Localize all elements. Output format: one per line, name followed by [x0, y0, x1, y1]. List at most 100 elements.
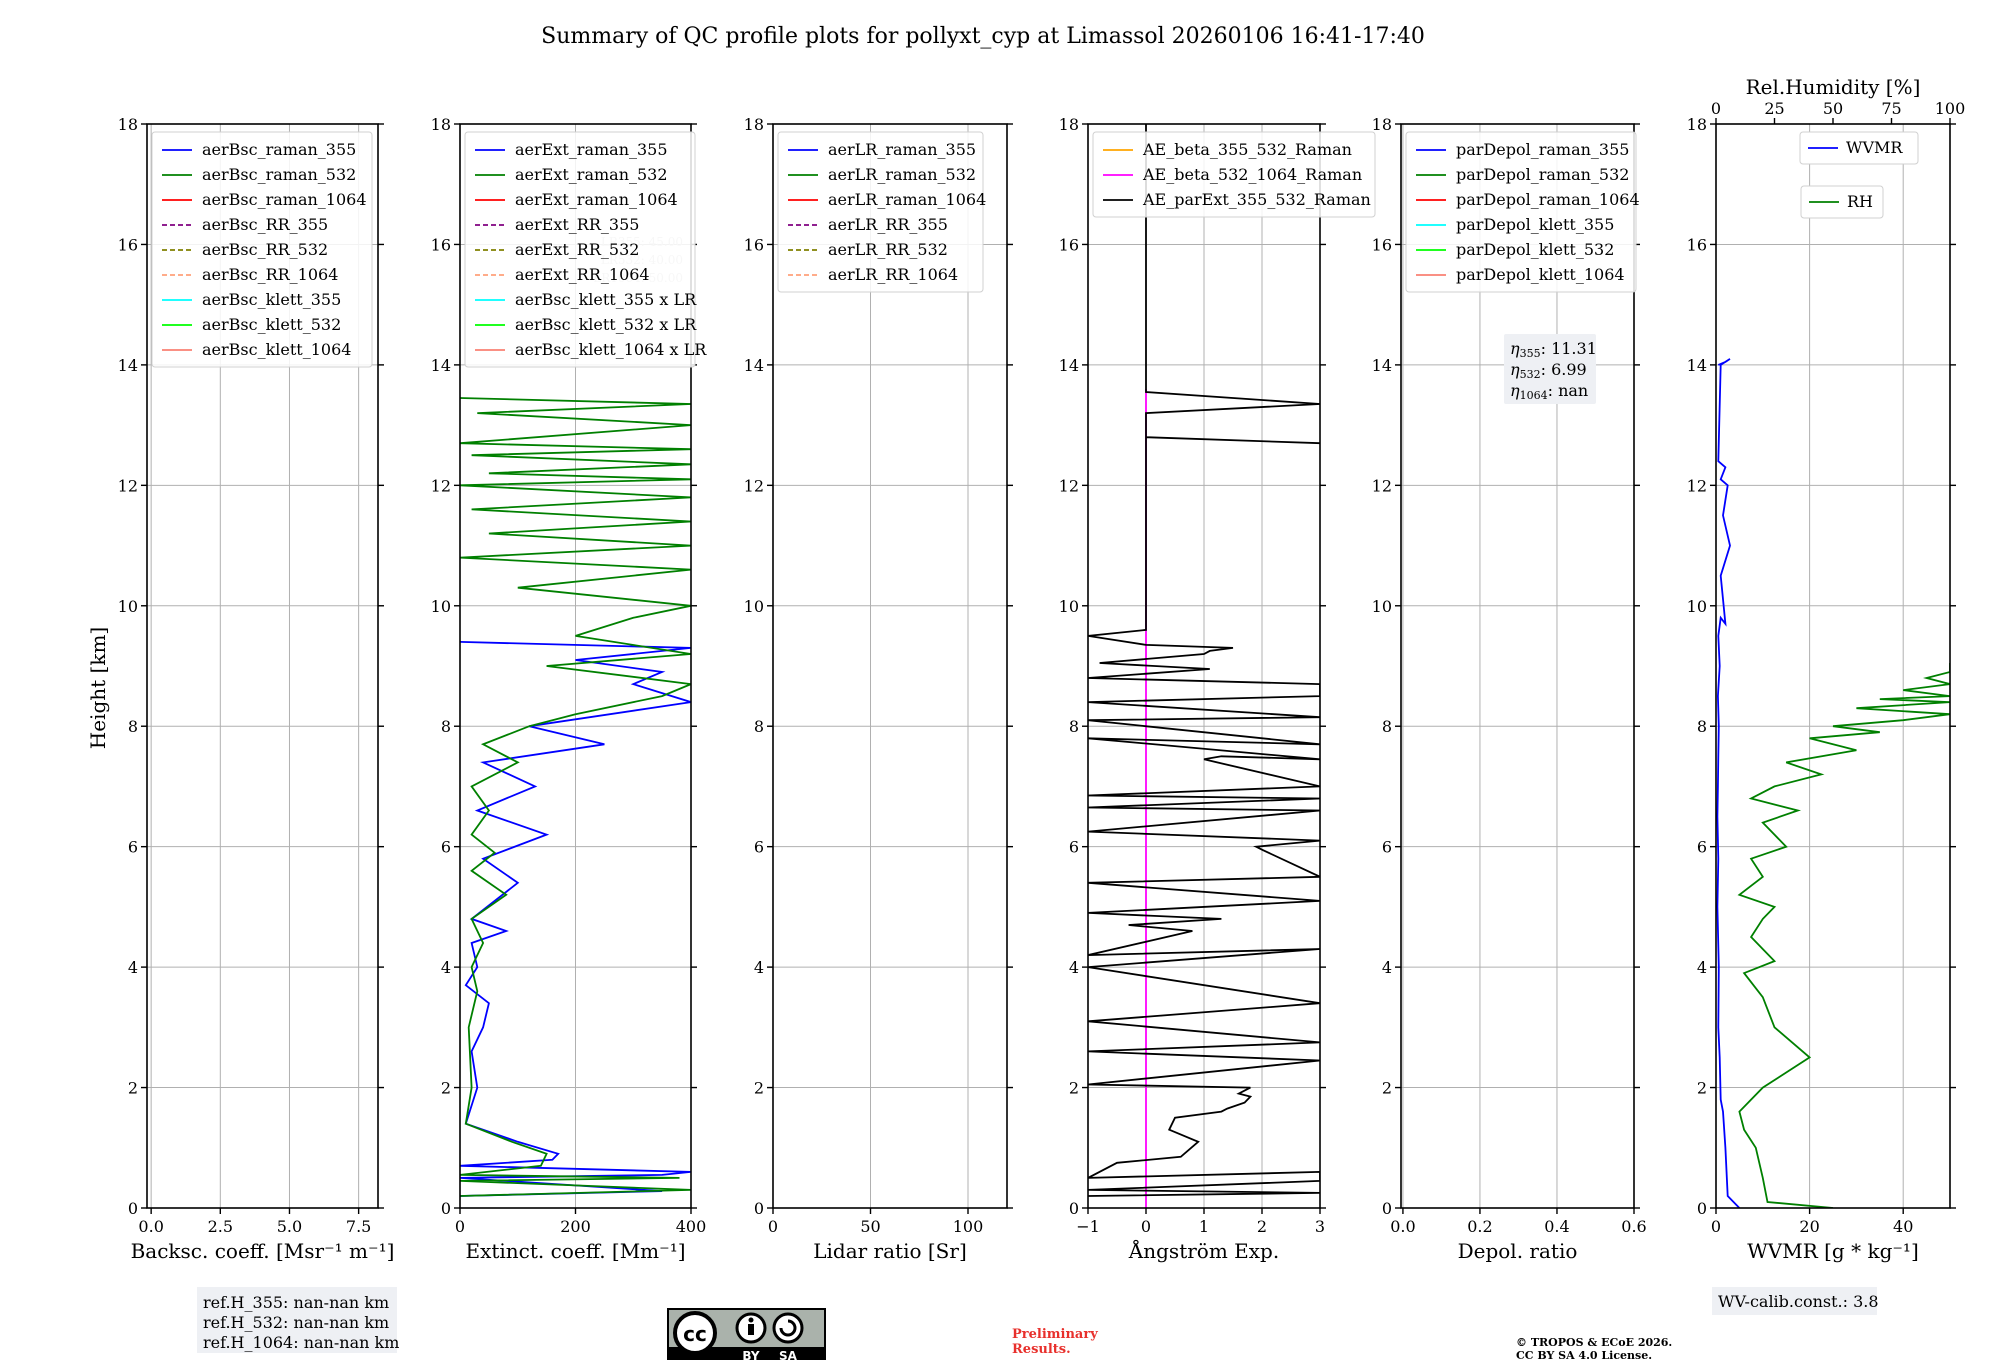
- legend-label: parDepol_raman_1064: [1456, 190, 1640, 209]
- x-tick-label: 0.2: [1467, 1217, 1492, 1236]
- top-x-axis-label: Rel.Humidity [%]: [1746, 75, 1921, 99]
- y-tick-label: 4: [441, 958, 451, 977]
- y-tick-label: 16: [431, 235, 451, 254]
- axes-frame: [146, 123, 379, 1209]
- top-x-tick-label: 0: [1711, 99, 1721, 118]
- y-tick-label: 14: [1372, 356, 1392, 375]
- legend-label: aerExt_raman_1064: [515, 190, 678, 209]
- y-tick-label: 12: [118, 476, 138, 495]
- y-tick-label: 0: [1069, 1199, 1079, 1218]
- y-tick-label: 0: [441, 1199, 451, 1218]
- x-tick-label: 50: [860, 1217, 880, 1236]
- x-tick-label: 0: [1711, 1217, 1721, 1236]
- series-RH: [1737, 663, 1950, 1208]
- cc-icon: [673, 1311, 717, 1355]
- y-tick-label: 12: [431, 476, 451, 495]
- legend-label: WVMR: [1846, 138, 1903, 157]
- y-tick-label: 4: [1382, 958, 1392, 977]
- legend-label: aerExt_RR_532: [515, 240, 639, 259]
- x-tick-label: 1: [1199, 1217, 1209, 1236]
- cc-by-sa-badge: cc BY SA: [667, 1308, 826, 1360]
- y-axis-label: Height [km]: [86, 627, 110, 749]
- ref-height-355: ref.H_355: nan-nan km: [203, 1293, 389, 1312]
- y-tick-label: 14: [744, 356, 764, 375]
- legend-label: aerExt_RR_1064: [515, 265, 650, 284]
- y-tick-label: 10: [1687, 597, 1707, 616]
- legend-label: aerBsc_RR_532: [202, 240, 328, 259]
- legend-label: RH: [1847, 192, 1873, 211]
- y-tick-label: 8: [1382, 717, 1392, 736]
- panel-backscatter: 0.0 2.5 5.0 7.5 0 2 4 6 8 10 12 14 16 18 Backsc. coeff…: [118, 115, 395, 1263]
- y-tick-label: 10: [118, 597, 138, 616]
- x-tick-label: 7.5: [346, 1217, 371, 1236]
- y-tick-label: 6: [1069, 838, 1079, 857]
- legend-label: AE_parExt_355_532_Raman: [1142, 190, 1371, 209]
- reference-height-box: ref.H_355: nan-nan km ref.H_532: nan-nan…: [197, 1287, 399, 1353]
- legend-label: aerBsc_klett_355 x LR: [515, 290, 697, 309]
- legend-label: parDepol_klett_355: [1456, 215, 1614, 234]
- attribution-icon-head: [748, 1317, 754, 1323]
- y-tick-label: 18: [118, 115, 138, 134]
- x-tick-label: 0: [455, 1217, 465, 1236]
- x-tick-label: 40: [1893, 1217, 1913, 1236]
- x-tick-label: 2: [1257, 1217, 1267, 1236]
- wv-calibration-constant: WV-calib.const.: 3.8: [1718, 1292, 1879, 1311]
- legend-label: aerBsc_raman_532: [202, 165, 356, 184]
- x-tick-label: 20: [1799, 1217, 1819, 1236]
- x-axis-label: Ångström Exp.: [1128, 1238, 1279, 1263]
- panel-extinction: 0 200 400 0 2 4 6 8 10 12 14 16 18 Extinct. coeff. [M…: [431, 115, 708, 1263]
- x-tick-label: 0: [1141, 1217, 1151, 1236]
- y-tick-label: 14: [1687, 356, 1707, 375]
- top-x-tick-label: 50: [1823, 99, 1843, 118]
- y-tick-label: 10: [431, 597, 451, 616]
- copyright-line-1: © TROPOS & ECoE 2026.: [1516, 1336, 1672, 1349]
- x-axis-label: Depol. ratio: [1458, 1239, 1578, 1263]
- y-tick-label: 10: [1059, 597, 1079, 616]
- legend-label: aerLR_RR_355: [828, 215, 948, 234]
- y-tick-label: 0: [1697, 1199, 1707, 1218]
- by-label: BY: [742, 1349, 759, 1360]
- legend-label: aerLR_raman_532: [828, 165, 976, 184]
- series-aerExt_raman_355: [460, 641, 691, 1197]
- y-tick-label: 0: [1382, 1199, 1392, 1218]
- eta-annotation: η1064: nan: [1510, 381, 1588, 402]
- wv-calibration-box: WV-calib.const.: 3.8: [1712, 1287, 1879, 1315]
- y-tick-label: 6: [441, 838, 451, 857]
- y-tick-label: 14: [1059, 356, 1079, 375]
- legend-label: aerExt_raman_532: [515, 165, 668, 184]
- y-tick-label: 6: [1697, 838, 1707, 857]
- legend-box: [1405, 131, 1637, 293]
- axes-frame: [1715, 123, 1951, 1209]
- x-tick-label: 0.4: [1544, 1217, 1569, 1236]
- y-tick-label: 8: [128, 717, 138, 736]
- y-tick-label: 14: [431, 356, 451, 375]
- y-tick-label: 16: [1687, 235, 1707, 254]
- y-tick-label: 12: [1687, 476, 1707, 495]
- y-tick-label: 6: [1382, 838, 1392, 857]
- legend-label: aerExt_RR_355: [515, 215, 639, 234]
- x-axis-label: Backsc. coeff. [Msr⁻¹ m⁻¹]: [131, 1239, 395, 1263]
- cc-icon-text: cc: [683, 1322, 707, 1346]
- legend-label: aerLR_RR_532: [828, 240, 948, 259]
- legend-label: AE_beta_355_532_Raman: [1142, 140, 1352, 159]
- y-tick-label: 0: [128, 1199, 138, 1218]
- eta-annotation: η532: 6.99: [1510, 360, 1587, 381]
- y-tick-label: 18: [1687, 115, 1707, 134]
- y-tick-label: 10: [1372, 597, 1392, 616]
- legend-label: parDepol_klett_532: [1456, 240, 1614, 259]
- x-axis-label: Extinct. coeff. [Mm⁻¹]: [465, 1239, 685, 1263]
- legend-label: aerBsc_raman_355: [202, 140, 356, 159]
- y-tick-label: 4: [1069, 958, 1079, 977]
- legend-label: aerBsc_klett_532: [202, 315, 341, 334]
- share-alike-arrow: [779, 1319, 797, 1337]
- legend-label: aerLR_raman_355: [828, 140, 976, 159]
- legend-label: aerBsc_klett_355: [202, 290, 341, 309]
- ref-height-1064: ref.H_1064: nan-nan km: [203, 1333, 399, 1352]
- y-tick-label: 16: [118, 235, 138, 254]
- legend-box: [1799, 131, 1919, 165]
- series-aerExt_raman_532: [460, 397, 691, 1197]
- attribution-icon-body: [748, 1324, 754, 1335]
- x-tick-label: 0.6: [1621, 1217, 1646, 1236]
